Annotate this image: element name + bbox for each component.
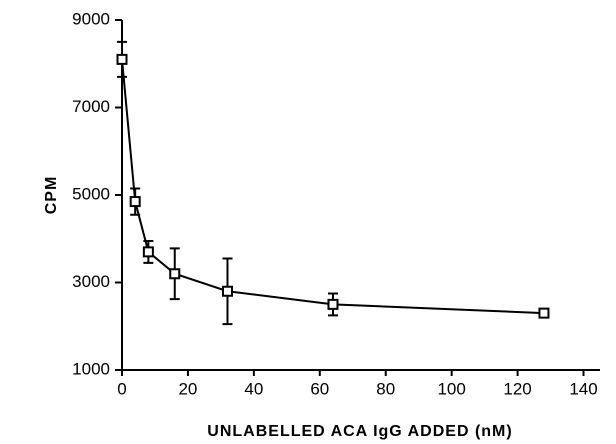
data-point: [169, 268, 181, 280]
x-tick-label: 20: [178, 379, 197, 398]
x-tick-label: 120: [503, 379, 531, 398]
y-tick-label: 5000: [72, 184, 110, 203]
x-tick-label: 100: [437, 379, 465, 398]
x-tick-label: 60: [310, 379, 329, 398]
y-tick-label: 3000: [72, 272, 110, 291]
x-axis-label: UNLABELLED ACA IgG ADDED (nM): [207, 423, 512, 440]
y-tick-label: 1000: [72, 359, 110, 378]
x-tick-label: 40: [244, 379, 263, 398]
data-point: [142, 246, 154, 258]
x-tick-label: 0: [117, 379, 126, 398]
data-point: [538, 307, 550, 319]
x-tick-label: 80: [376, 379, 395, 398]
data-point: [221, 285, 233, 297]
x-tick-label: 140: [569, 379, 597, 398]
y-tick-label: 9000: [72, 9, 110, 28]
data-point: [129, 196, 141, 208]
data-point: [116, 53, 128, 65]
data-point: [327, 298, 339, 310]
series-line: [121, 59, 545, 315]
y-tick-label: 7000: [72, 97, 110, 116]
y-axis-label: CPM: [43, 176, 60, 215]
